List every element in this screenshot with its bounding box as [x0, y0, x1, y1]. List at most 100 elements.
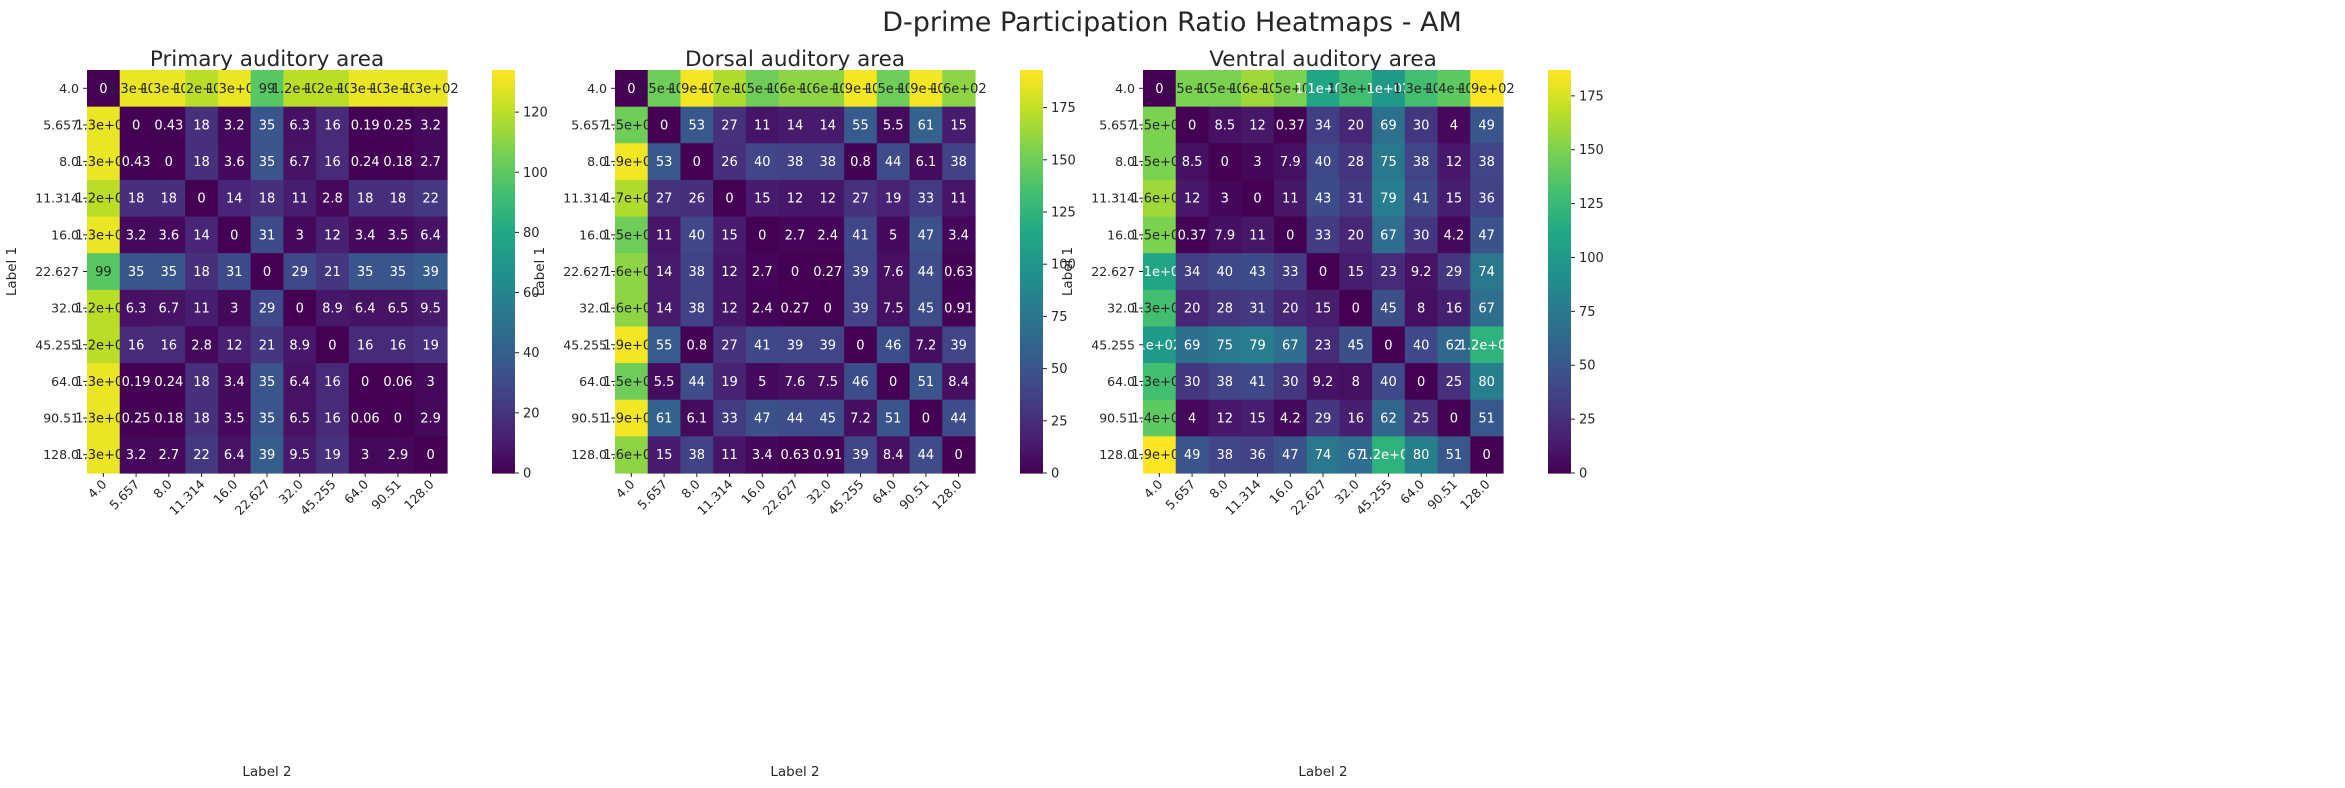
heatmap-cell [1372, 436, 1406, 474]
heatmap-cell [1241, 289, 1275, 328]
heatmap-cell [778, 179, 812, 218]
cell-annotation: 38 [1217, 448, 1234, 463]
heatmap-cell [811, 326, 845, 364]
figure-suptitle: D-prime Participation Ratio Heatmaps - A… [882, 7, 1462, 38]
heatmap-cell [348, 143, 383, 181]
heatmap-cell [876, 326, 911, 364]
cell-annotation: 0.8 [850, 155, 871, 170]
cell-annotation: 18 [161, 192, 178, 207]
colorbar-segment [1020, 402, 1043, 407]
cell-annotation: 28 [1347, 155, 1364, 170]
heatmap-cell [414, 399, 448, 437]
colorbar-segment [1548, 362, 1571, 367]
colorbar-segment [1020, 274, 1043, 279]
colorbar-segment [492, 100, 515, 105]
cell-annotation: 40 [1315, 155, 1332, 170]
heatmap-cell [348, 106, 383, 144]
heatmap-cell [414, 363, 448, 401]
heatmap-cell [250, 216, 284, 254]
cell-annotation: 7.6 [883, 265, 904, 280]
cell-annotation: 45 [819, 412, 836, 427]
y-tick-label: 22.627 [1091, 264, 1135, 279]
colorbar-segment [1548, 123, 1571, 128]
cell-annotation: 1.5e+02 [734, 82, 790, 97]
heatmap-cell [844, 399, 878, 437]
heatmap-cell [185, 253, 219, 291]
colorbar-segment [1020, 335, 1043, 340]
colorbar-segment [492, 258, 515, 263]
heatmap-cell [217, 253, 252, 291]
cell-annotation: 1.6e+02 [767, 82, 823, 97]
cell-annotation: 53 [689, 118, 706, 133]
colorbar-segment [492, 392, 515, 397]
heatmap-cell [283, 436, 317, 474]
cell-annotation: 0 [1319, 265, 1327, 280]
heatmap-cell [713, 436, 747, 474]
heatmap-cell [414, 179, 448, 218]
heatmap-cell [876, 106, 911, 144]
colorbar-segment [1020, 355, 1043, 360]
heatmap-cell [876, 70, 911, 108]
colorbar-segment [1020, 295, 1043, 299]
cell-annotation: 0.43 [122, 155, 151, 170]
colorbar-segment [492, 449, 515, 454]
colorbar-tick-label: 100 [1579, 251, 1604, 266]
colorbar-segment [1548, 110, 1571, 115]
cell-annotation: 7.2 [916, 338, 937, 353]
heatmap-cell [185, 399, 219, 437]
x-tick-label: 90.51 [368, 477, 404, 513]
colorbar-segment [492, 167, 515, 172]
heatmap-cell [152, 253, 186, 291]
colorbar-tick-label: 50 [1051, 362, 1068, 377]
colorbar-segment [1020, 362, 1043, 367]
cell-annotation: 18 [390, 192, 407, 207]
colorbar-segment [1020, 422, 1043, 427]
cell-annotation: 16 [357, 338, 374, 353]
cell-annotation: 1.7e+02 [701, 82, 757, 97]
heatmap-cell [1241, 363, 1275, 401]
colorbar-segment [1548, 436, 1571, 441]
colorbar-segment [1020, 345, 1043, 350]
cell-annotation: 31 [226, 265, 243, 280]
heatmap-cell [1208, 143, 1242, 181]
cell-annotation: 4.2 [1280, 412, 1301, 427]
cell-annotation: 1.6e+02 [800, 82, 856, 97]
heatmap-cell [615, 326, 649, 364]
heatmap-cell [87, 179, 121, 218]
heatmap-cell [1470, 289, 1504, 328]
heatmap-cell [844, 216, 878, 254]
colorbar-segment [492, 224, 515, 229]
heatmap-cell [1470, 179, 1504, 218]
colorbar-segment [492, 197, 515, 202]
heatmap-cell [778, 363, 812, 401]
heatmap-cell [615, 216, 649, 254]
heatmap-cell [1339, 70, 1373, 108]
panel-title: Dorsal auditory area [685, 47, 905, 72]
cell-annotation: 16 [324, 118, 341, 133]
heatmap-cell [1339, 363, 1373, 401]
heatmap-cell [1470, 143, 1504, 181]
heatmap-cell [152, 106, 186, 144]
colorbar-segment [1020, 382, 1043, 387]
cell-annotation: 0 [165, 155, 173, 170]
heatmap-cell [316, 363, 350, 401]
heatmap-cell [119, 106, 154, 144]
cell-annotation: 0.24 [154, 375, 183, 390]
colorbar-segment [1548, 325, 1571, 330]
colorbar-segment [492, 143, 515, 148]
colorbar-segment [492, 164, 515, 168]
heatmap-cell [316, 399, 350, 437]
y-tick-label: 16.0 [579, 227, 607, 242]
cell-annotation: 6.3 [289, 118, 310, 133]
cell-annotation: 38 [1478, 155, 1495, 170]
cell-annotation: 0.91 [944, 302, 973, 317]
cell-annotation: 6.4 [224, 448, 245, 463]
cell-annotation: 40 [754, 155, 771, 170]
colorbar-segment [492, 405, 515, 410]
colorbar-segment [1020, 271, 1043, 276]
cell-annotation: 30 [1413, 228, 1430, 243]
colorbar-segment [1020, 452, 1043, 457]
x-tick-label: 5.657 [634, 477, 670, 513]
colorbar-segment [1020, 214, 1043, 219]
heatmap-cell [87, 70, 121, 108]
